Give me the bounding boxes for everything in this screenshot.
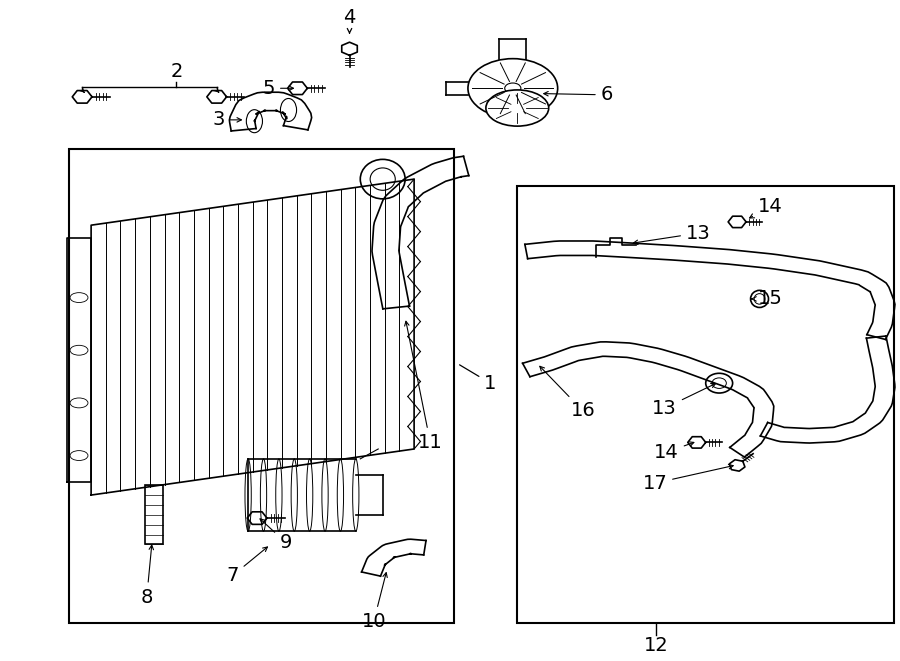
- Text: 9: 9: [260, 519, 292, 552]
- Text: 10: 10: [362, 572, 387, 631]
- Bar: [518, 186, 894, 623]
- Text: 5: 5: [263, 79, 293, 98]
- Text: 17: 17: [643, 465, 734, 492]
- Text: 4: 4: [343, 9, 356, 33]
- Ellipse shape: [360, 159, 405, 199]
- Ellipse shape: [486, 90, 549, 126]
- Text: 12: 12: [644, 636, 669, 654]
- Text: 11: 11: [405, 321, 443, 452]
- Ellipse shape: [468, 59, 558, 118]
- Text: 16: 16: [540, 366, 595, 420]
- Text: 3: 3: [212, 110, 241, 130]
- Text: 14: 14: [654, 442, 694, 462]
- Bar: [68, 149, 454, 623]
- Text: 15: 15: [752, 290, 783, 309]
- Text: 6: 6: [544, 85, 613, 104]
- Text: 2: 2: [170, 62, 183, 81]
- Text: 1: 1: [460, 365, 497, 393]
- Text: 13: 13: [652, 383, 716, 418]
- Text: 7: 7: [227, 547, 267, 585]
- Text: 14: 14: [750, 197, 782, 218]
- Text: 13: 13: [634, 223, 711, 245]
- Bar: [145, 485, 163, 545]
- Text: 8: 8: [140, 545, 154, 607]
